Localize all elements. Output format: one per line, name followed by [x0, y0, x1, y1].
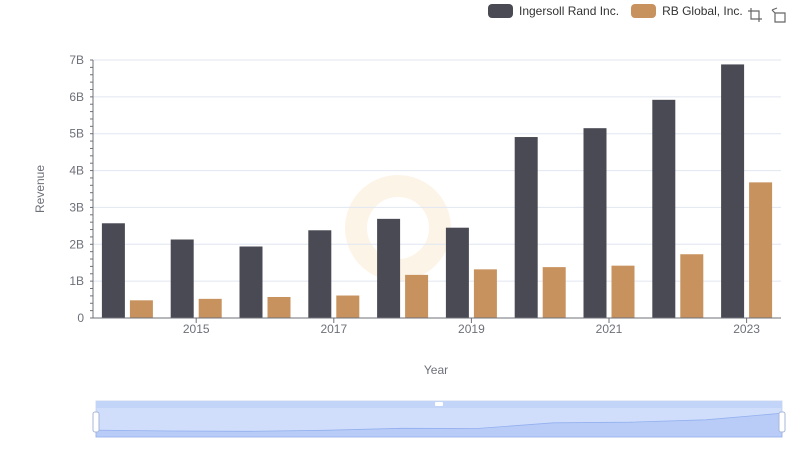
bar-rb-global-2014[interactable] — [129, 300, 153, 318]
bar-ingersoll-rand-2015[interactable] — [170, 239, 194, 318]
x-tick-label: 2019 — [458, 322, 485, 336]
bar-rb-global-2022[interactable] — [680, 254, 704, 318]
grid-lines — [93, 59, 781, 319]
bar-ingersoll-rand-2016[interactable] — [239, 246, 263, 318]
bar-rb-global-2023[interactable] — [749, 182, 773, 318]
bar-ingersoll-rand-2018[interactable] — [377, 218, 401, 318]
zoom-selected-range[interactable] — [96, 401, 782, 437]
data-zoom-slider[interactable] — [92, 400, 786, 438]
bar-rb-global-2021[interactable] — [611, 265, 635, 318]
x-axis: 2015 2017 2019 2021 2023 — [93, 317, 781, 336]
legend-label: Ingersoll Rand Inc. — [519, 4, 620, 18]
bar-ingersoll-rand-2017[interactable] — [308, 230, 332, 318]
y-tick-label: 3B — [69, 200, 84, 214]
y-axis: 0 1B 2B 3B 4B 5B 6B 7B — [69, 53, 94, 325]
x-tick-label: 2015 — [183, 322, 210, 336]
x-axis-label: Year — [424, 363, 448, 377]
y-tick-label: 0 — [77, 311, 84, 325]
legend: Ingersoll Rand Inc. RB Global, Inc. — [488, 4, 755, 18]
bar-rb-global-2019[interactable] — [473, 269, 497, 318]
y-tick-label: 4B — [69, 164, 84, 178]
bar-ingersoll-rand-2020[interactable] — [514, 137, 538, 318]
y-tick-label: 7B — [69, 53, 84, 67]
legend-item-rb-global[interactable]: RB Global, Inc. — [631, 4, 743, 18]
bar-rb-global-2016[interactable] — [267, 296, 291, 318]
zoom-reset-icon[interactable] — [771, 7, 787, 23]
legend-item-ingersoll-rand[interactable]: Ingersoll Rand Inc. — [488, 4, 619, 18]
y-tick-label: 6B — [69, 90, 84, 104]
zoom-handle-left[interactable] — [92, 411, 100, 433]
zoom-handle-right[interactable] — [778, 411, 786, 433]
bar-rb-global-2015[interactable] — [198, 298, 222, 318]
y-axis-label: Revenue — [33, 165, 47, 213]
x-tick-label: 2017 — [320, 322, 347, 336]
zoom-move-handle[interactable] — [435, 402, 443, 406]
bar-ingersoll-rand-2022[interactable] — [652, 99, 676, 318]
bar-rb-global-2020[interactable] — [542, 267, 566, 318]
bar-ingersoll-rand-2023[interactable] — [721, 64, 745, 319]
bar-ingersoll-rand-2019[interactable] — [445, 227, 469, 318]
toolbox — [747, 7, 787, 23]
bars — [101, 64, 773, 319]
y-tick-label: 1B — [69, 274, 84, 288]
zoom-select-icon[interactable] — [747, 7, 763, 23]
y-tick-label: 2B — [69, 237, 84, 251]
bar-rb-global-2017[interactable] — [336, 295, 360, 318]
x-tick-label: 2023 — [733, 322, 760, 336]
y-tick-label: 5B — [69, 127, 84, 141]
legend-label: RB Global, Inc. — [662, 4, 743, 18]
x-tick-label: 2021 — [596, 322, 623, 336]
legend-swatch-ingersoll-rand — [488, 4, 513, 18]
bar-ingersoll-rand-2021[interactable] — [583, 128, 607, 318]
bar-ingersoll-rand-2014[interactable] — [101, 223, 125, 318]
bar-rb-global-2018[interactable] — [405, 274, 429, 318]
legend-swatch-rb-global — [631, 4, 657, 18]
